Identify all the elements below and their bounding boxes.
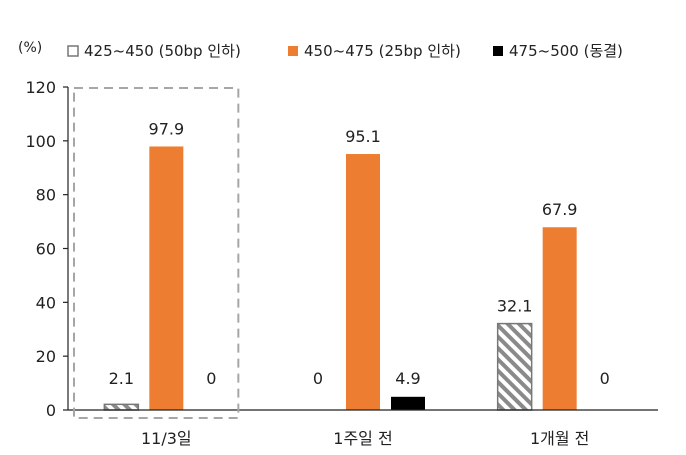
legend-label: 425~450 (50bp 인하)	[84, 42, 241, 60]
bar-series-1	[496, 322, 533, 411]
bar-series-2	[346, 154, 380, 410]
data-label: 0	[313, 369, 323, 388]
legend-swatch	[67, 45, 79, 57]
x-tick-label: 1개월 전	[530, 429, 589, 448]
y-axis: 0 20 40 60 80 100 120	[25, 78, 69, 420]
y-tick-label: 120	[25, 78, 56, 97]
y-tick-label: 80	[36, 186, 56, 205]
y-tick-label: 40	[36, 293, 56, 312]
data-label: 67.9	[542, 200, 578, 219]
highlight-box	[73, 87, 240, 419]
bar-series-3	[391, 396, 425, 410]
data-label: 95.1	[345, 127, 381, 146]
data-labels: 2.1 0 32.1 97.9 95.1 67.9 0 4.9 0	[109, 119, 610, 388]
y-tick-label: 60	[36, 240, 56, 259]
bar-series-1	[103, 403, 140, 411]
y-tick-label: 20	[36, 347, 56, 366]
legend-label: 450~475 (25bp 인하)	[304, 42, 461, 60]
bars	[103, 146, 577, 411]
data-label: 97.9	[149, 119, 185, 138]
data-label: 32.1	[497, 297, 533, 316]
data-label: 2.1	[109, 369, 134, 388]
legend-label: 475~500 (동결)	[509, 42, 623, 60]
data-label: 4.9	[395, 369, 420, 388]
bar-series-2	[149, 146, 184, 410]
y-tick-label: 0	[46, 401, 56, 420]
data-label: 0	[600, 369, 610, 388]
x-axis: 11/3일 1주일 전 1개월 전	[68, 409, 658, 448]
legend-swatch	[288, 46, 298, 56]
legend: 425~450 (50bp 인하) 450~475 (25bp 인하) 475~50…	[67, 42, 623, 60]
y-tick-label: 100	[25, 132, 56, 151]
data-label: 0	[206, 369, 216, 388]
x-tick-label: 11/3일	[141, 429, 192, 448]
legend-swatch	[493, 46, 503, 56]
bar-series-2	[542, 227, 577, 410]
x-tick-label: 1주일 전	[333, 429, 392, 448]
y-unit-label: (%)	[18, 40, 42, 56]
